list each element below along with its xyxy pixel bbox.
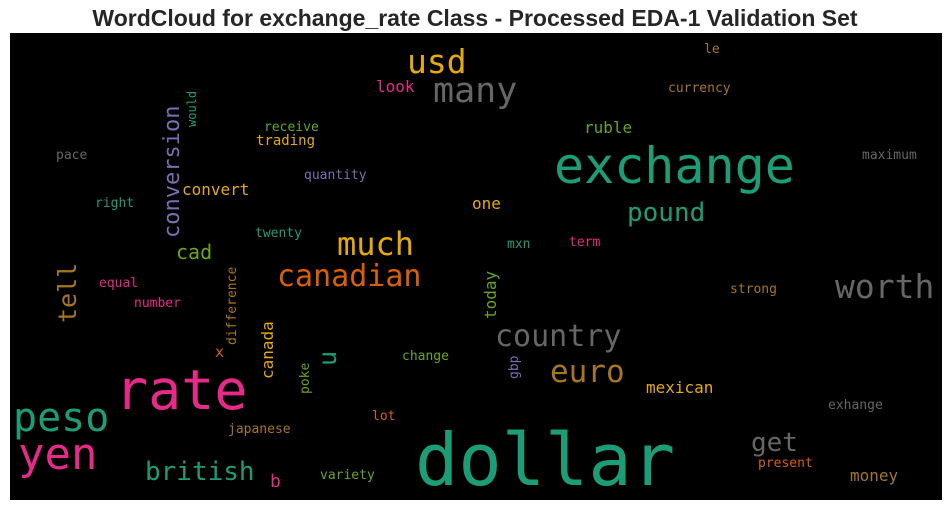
word-exhange: exhange xyxy=(828,398,883,413)
word-trading: trading xyxy=(256,133,315,149)
word-british: british xyxy=(145,457,255,487)
word-pace: pace xyxy=(56,148,87,163)
wordcloud-background xyxy=(10,33,942,500)
word-today: today xyxy=(481,270,500,319)
word-japanese: japanese xyxy=(228,422,291,437)
word-present: present xyxy=(758,456,813,471)
word-get: get xyxy=(751,428,798,458)
word-look: look xyxy=(376,77,415,96)
word-would: would xyxy=(185,91,199,127)
word-money: money xyxy=(850,466,899,485)
word-mxn: mxn xyxy=(507,237,530,252)
word-one: one xyxy=(472,194,501,213)
word-twenty: twenty xyxy=(255,226,302,241)
word-b: b xyxy=(270,471,281,492)
word-tell: tell xyxy=(53,263,82,323)
word-right: right xyxy=(95,196,134,211)
word-euro: euro xyxy=(550,354,625,390)
word-convert: convert xyxy=(182,180,249,199)
word-exchange: exchange xyxy=(554,137,795,195)
word-peso: peso xyxy=(13,395,109,441)
word-receive: receive xyxy=(264,120,319,135)
word-lot: lot xyxy=(372,409,395,424)
word-pound: pound xyxy=(627,198,705,228)
word-canada: canada xyxy=(258,321,277,379)
word-canadian: canadian xyxy=(277,259,422,294)
word-mexican: mexican xyxy=(646,378,713,397)
word-equal: equal xyxy=(99,276,138,291)
word-number: number xyxy=(134,296,181,311)
word-conversion: conversion xyxy=(160,106,185,238)
word-usd: usd xyxy=(407,42,467,81)
word-cad: cad xyxy=(176,240,212,264)
word-le: le xyxy=(704,42,720,57)
word-much: much xyxy=(337,225,414,263)
word-yen: yen xyxy=(18,429,97,480)
word-strong: strong xyxy=(730,282,777,297)
word-quantity: quantity xyxy=(304,168,367,183)
word-poke: poke xyxy=(298,363,313,394)
word-term: term xyxy=(569,235,600,250)
word-x: x xyxy=(215,343,224,361)
word-worth: worth xyxy=(835,267,934,306)
word-dollar: dollar xyxy=(415,418,675,500)
word-ruble: ruble xyxy=(584,118,632,137)
chart-title: WordCloud for exchange_rate Class - Proc… xyxy=(92,5,858,31)
word-country: country xyxy=(495,319,621,354)
word-difference: difference xyxy=(225,267,240,345)
word-many: many xyxy=(433,71,517,111)
word-rate: rate xyxy=(115,358,247,422)
word-currency: currency xyxy=(668,81,731,96)
wordcloud-canvas: dollarexchangeratepesoyenmanyusdmuchcana… xyxy=(10,33,942,500)
word-u: u xyxy=(313,351,342,366)
word-gbp: gbp xyxy=(507,355,522,379)
word-change: change xyxy=(402,349,449,364)
word-maximum: maximum xyxy=(862,148,917,163)
word-variety: variety xyxy=(320,468,375,483)
